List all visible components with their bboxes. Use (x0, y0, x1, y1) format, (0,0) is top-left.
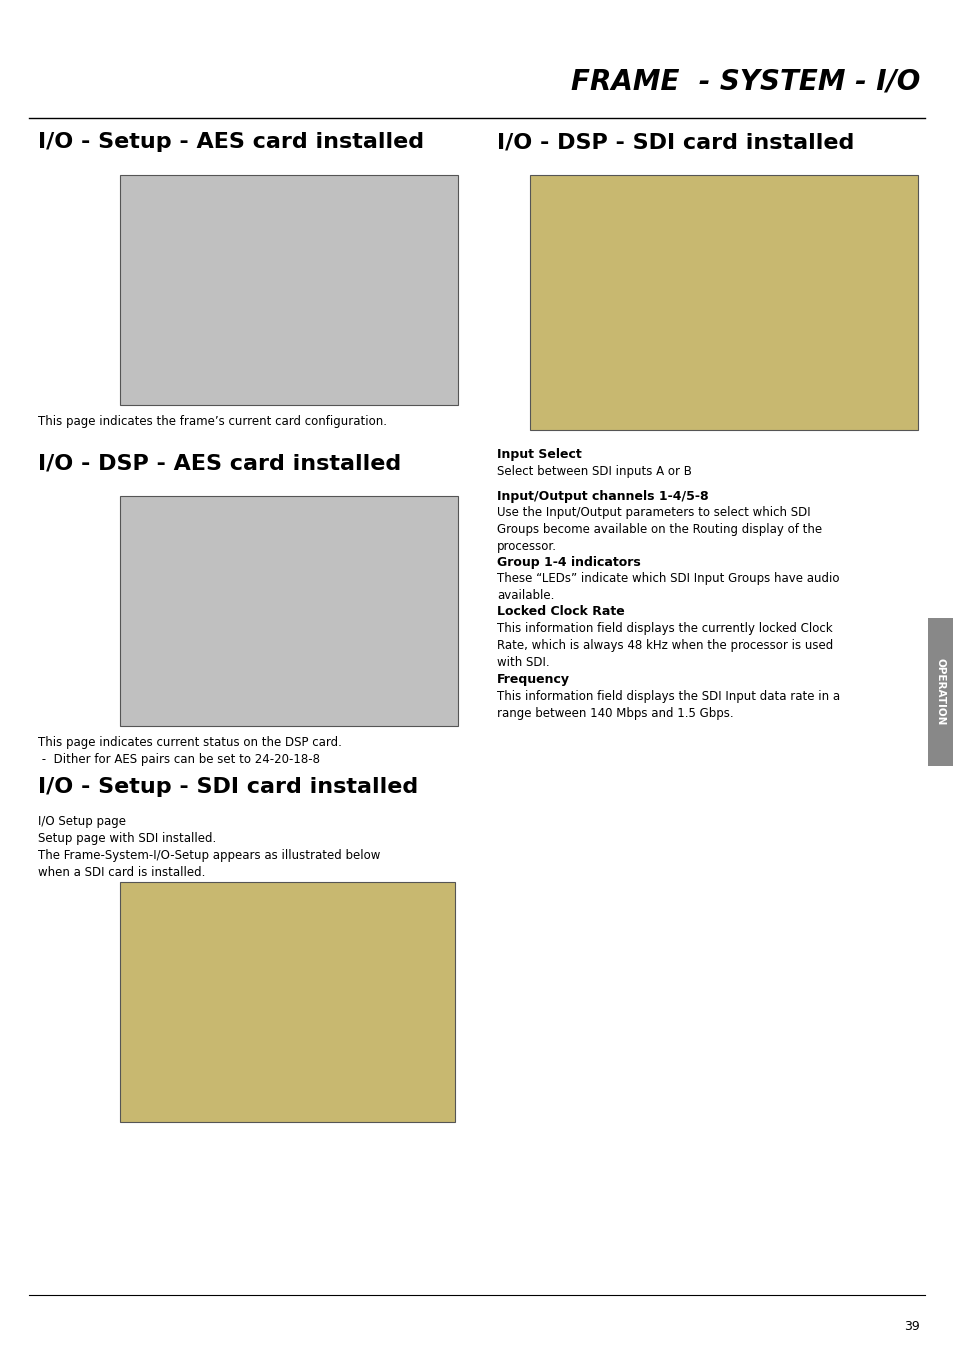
Text: Locked Clock Rate: Locked Clock Rate (497, 605, 624, 618)
Text: These “LEDs” indicate which SDI Input Groups have audio
available.: These “LEDs” indicate which SDI Input Gr… (497, 572, 839, 602)
Text: This information field displays the SDI Input data rate in a
range between 140 M: This information field displays the SDI … (497, 690, 840, 720)
Text: FRAME  - SYSTEM - I/O: FRAME - SYSTEM - I/O (570, 68, 919, 94)
Text: Input Select: Input Select (497, 448, 581, 460)
Text: when a SDI card is installed.: when a SDI card is installed. (38, 865, 205, 879)
Text: Input/Output channels 1-4/5-8: Input/Output channels 1-4/5-8 (497, 490, 708, 504)
Text: I/O - Setup - AES card installed: I/O - Setup - AES card installed (38, 132, 424, 153)
Text: Frequency: Frequency (497, 674, 569, 686)
Text: I/O Setup page: I/O Setup page (38, 815, 126, 828)
Text: -  Dither for AES pairs can be set to 24-20-18-8: - Dither for AES pairs can be set to 24-… (38, 753, 319, 765)
Text: I/O - Setup - SDI card installed: I/O - Setup - SDI card installed (38, 778, 417, 796)
Text: This information field displays the currently locked Clock
Rate, which is always: This information field displays the curr… (497, 622, 832, 670)
Text: Group 1-4 indicators: Group 1-4 indicators (497, 556, 640, 568)
Text: I/O - DSP - SDI card installed: I/O - DSP - SDI card installed (497, 132, 854, 153)
Text: I/O - DSP - AES card installed: I/O - DSP - AES card installed (38, 454, 401, 472)
Text: Setup page with SDI installed.: Setup page with SDI installed. (38, 832, 216, 845)
FancyBboxPatch shape (530, 176, 917, 431)
Text: This page indicates current status on the DSP card.: This page indicates current status on th… (38, 736, 341, 749)
Text: 39: 39 (903, 1320, 919, 1332)
Text: Select between SDI inputs A or B: Select between SDI inputs A or B (497, 464, 691, 478)
Text: The Frame-System-I/O-Setup appears as illustrated below: The Frame-System-I/O-Setup appears as il… (38, 849, 380, 863)
Text: Use the Input/Output parameters to select which SDI
Groups become available on t: Use the Input/Output parameters to selec… (497, 506, 821, 554)
Text: OPERATION: OPERATION (935, 659, 945, 726)
FancyBboxPatch shape (927, 618, 953, 765)
FancyBboxPatch shape (120, 495, 457, 726)
Text: This page indicates the frame’s current card configuration.: This page indicates the frame’s current … (38, 414, 387, 428)
FancyBboxPatch shape (120, 176, 457, 405)
FancyBboxPatch shape (120, 882, 455, 1122)
